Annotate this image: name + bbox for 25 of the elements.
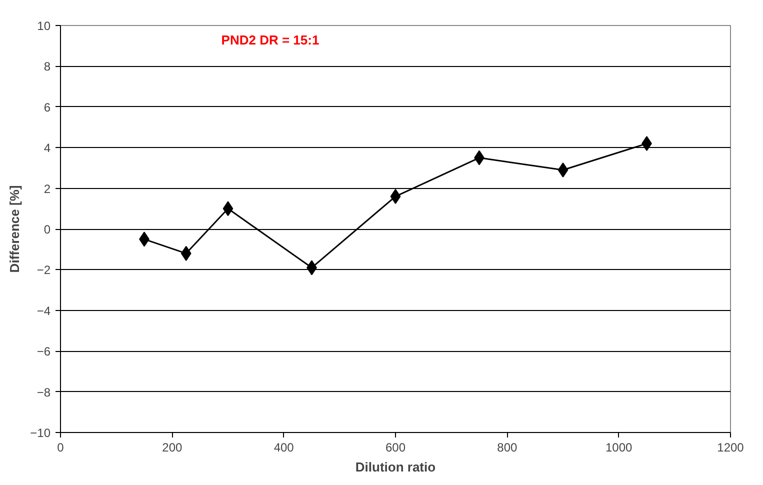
y-tick-label: 10 <box>37 19 51 33</box>
x-axis-title: Dilution ratio <box>355 460 436 474</box>
y-axis-title: Difference [%] <box>7 185 22 273</box>
y-tick-label: −2 <box>36 263 51 278</box>
x-tick-label: 1200 <box>717 440 744 454</box>
y-tick-label: 8 <box>44 60 51 74</box>
point <box>180 246 192 261</box>
y-tick-label: −10 <box>30 426 51 440</box>
y-tick-label: 0 <box>44 222 51 236</box>
y-tick-label: −6 <box>36 344 51 359</box>
x-tick-label: 800 <box>497 440 518 454</box>
y-tick-label: −8 <box>36 385 51 400</box>
x-tick-label: 200 <box>162 440 183 454</box>
y-tick-label: 6 <box>44 100 51 114</box>
point <box>222 201 234 216</box>
x-tick-label: 1000 <box>605 440 633 454</box>
x-tick-label: 600 <box>385 440 406 454</box>
y-tick-label: −4 <box>36 304 51 318</box>
y-tick-label: 4 <box>44 141 51 156</box>
point <box>390 188 401 204</box>
y-tick-label: 2 <box>44 182 51 196</box>
x-tick-label: 0 <box>57 440 64 454</box>
x-tick-label: 400 <box>274 440 294 454</box>
text: PND2 DR = 15:1 <box>221 32 320 48</box>
point <box>558 162 568 178</box>
